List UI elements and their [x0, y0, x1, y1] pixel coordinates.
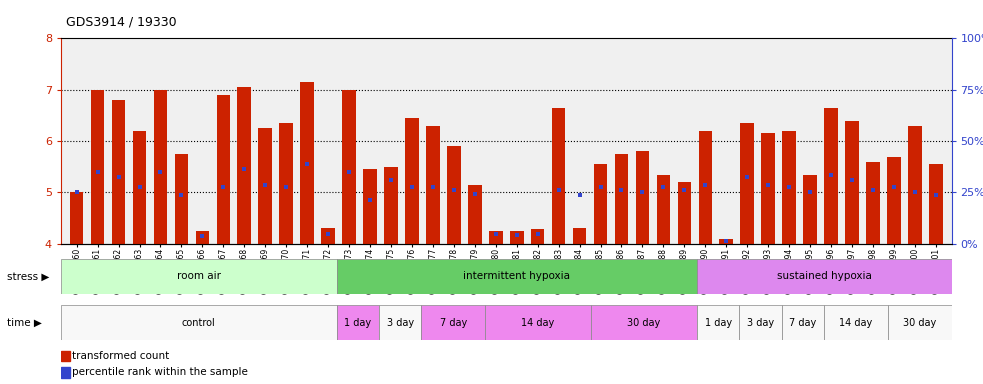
Bar [175, 154, 189, 244]
Bar [112, 100, 126, 244]
Bar [321, 228, 335, 244]
Text: 30 day: 30 day [903, 318, 937, 328]
Bar [824, 108, 838, 244]
Bar [489, 231, 502, 244]
Bar [384, 167, 398, 244]
Bar [781, 305, 825, 340]
Bar [61, 351, 70, 361]
Text: time ▶: time ▶ [7, 318, 41, 328]
Bar [908, 126, 922, 244]
Bar [153, 90, 167, 244]
Bar [133, 131, 146, 244]
Bar [699, 131, 712, 244]
Bar [447, 146, 461, 244]
Bar [342, 90, 356, 244]
Text: percentile rank within the sample: percentile rank within the sample [73, 367, 248, 377]
Text: transformed count: transformed count [73, 351, 169, 361]
Bar [825, 305, 888, 340]
Text: room air: room air [177, 271, 221, 281]
Bar [364, 169, 376, 244]
Bar [739, 305, 781, 340]
Bar [636, 151, 649, 244]
Bar [61, 259, 336, 294]
Bar [61, 305, 336, 340]
Text: 7 day: 7 day [789, 318, 817, 328]
Text: 14 day: 14 day [839, 318, 873, 328]
Bar [845, 121, 859, 244]
Bar [762, 133, 775, 244]
Text: 7 day: 7 day [439, 318, 467, 328]
Bar [594, 164, 607, 244]
Bar [216, 95, 230, 244]
Text: stress ▶: stress ▶ [7, 271, 49, 281]
Text: sustained hypoxia: sustained hypoxia [777, 271, 872, 281]
Bar [90, 90, 104, 244]
Bar [259, 128, 272, 244]
Bar [485, 305, 591, 340]
Bar [61, 367, 70, 377]
Bar [238, 87, 251, 244]
Bar [677, 182, 691, 244]
Bar [531, 230, 545, 244]
Bar [336, 259, 697, 294]
Bar [803, 174, 817, 244]
Bar [782, 131, 796, 244]
Text: 3 day: 3 day [386, 318, 414, 328]
Text: 1 day: 1 day [344, 318, 372, 328]
Bar [697, 259, 952, 294]
Bar [196, 231, 209, 244]
Bar [301, 82, 314, 244]
Bar [614, 154, 628, 244]
Bar [379, 305, 422, 340]
Bar [591, 305, 697, 340]
Bar [422, 305, 485, 340]
Bar [426, 126, 439, 244]
Bar [866, 162, 880, 244]
Bar [720, 239, 733, 244]
Text: 3 day: 3 day [747, 318, 775, 328]
Text: 30 day: 30 day [627, 318, 661, 328]
Bar [551, 108, 565, 244]
Bar [740, 123, 754, 244]
Text: GDS3914 / 19330: GDS3914 / 19330 [66, 16, 177, 29]
Text: 1 day: 1 day [705, 318, 732, 328]
Bar [70, 192, 84, 244]
Bar [336, 305, 379, 340]
Bar [929, 164, 943, 244]
Text: 14 day: 14 day [521, 318, 554, 328]
Bar [573, 228, 587, 244]
Bar [510, 231, 524, 244]
Bar [887, 157, 900, 244]
Bar [697, 305, 739, 340]
Bar [279, 123, 293, 244]
Bar [468, 185, 482, 244]
Bar [888, 305, 952, 340]
Bar [405, 118, 419, 244]
Text: intermittent hypoxia: intermittent hypoxia [463, 271, 570, 281]
Text: control: control [182, 318, 215, 328]
Bar [657, 174, 670, 244]
